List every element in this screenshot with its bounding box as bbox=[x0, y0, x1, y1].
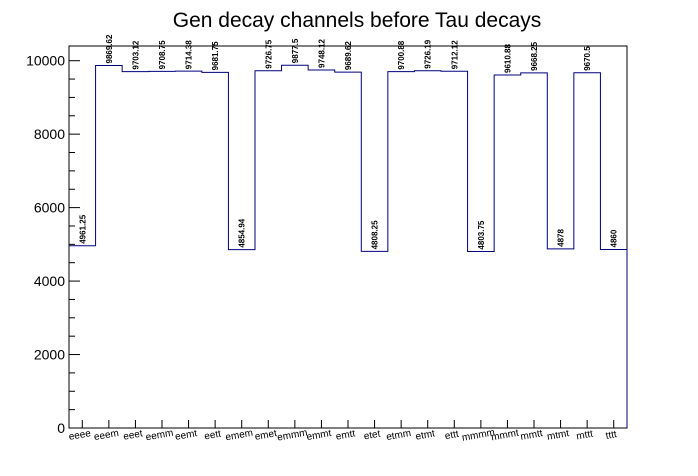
bin-value-label: 9708.75 bbox=[158, 40, 167, 69]
x-category-label: etet bbox=[363, 429, 382, 443]
x-category-label: etmt bbox=[415, 428, 436, 442]
x-category-label: emet bbox=[254, 428, 278, 443]
x-category-label: ettt bbox=[444, 429, 460, 442]
y-tick-label: 10000 bbox=[26, 53, 65, 69]
bin-value-label: 4860 bbox=[610, 229, 619, 247]
x-category-label: emtt bbox=[335, 428, 356, 442]
histogram-bin-eett bbox=[202, 72, 229, 428]
x-category-label: eeet bbox=[122, 428, 143, 442]
x-category-label: mmmt bbox=[490, 428, 519, 444]
x-category-label: eett bbox=[204, 429, 223, 443]
x-category-label: emmm bbox=[276, 427, 308, 443]
bin-value-label: 9748.12 bbox=[317, 38, 326, 67]
histogram-bin-etmt bbox=[414, 71, 441, 428]
bin-value-label: 9703.12 bbox=[131, 40, 140, 69]
chart-title: Gen decay channels before Tau decays bbox=[173, 9, 542, 32]
y-tick-label: 2000 bbox=[34, 347, 65, 363]
bin-value-label: 9869.62 bbox=[105, 34, 114, 63]
x-category-label: mttt bbox=[576, 429, 595, 443]
bin-value-label: 4961.25 bbox=[78, 214, 87, 243]
x-category-label: eemm bbox=[145, 428, 174, 444]
y-axis: 0 2000 4000 6000 8000 10000 bbox=[26, 53, 80, 436]
histogram-bin-mttt bbox=[574, 73, 601, 428]
histogram-bins bbox=[69, 65, 627, 428]
bin-value-label: 4854.94 bbox=[238, 218, 247, 247]
bin-value-label: 9726.19 bbox=[424, 39, 433, 68]
histogram-bin-mmtt bbox=[521, 73, 548, 428]
bin-value-label: 9610.88 bbox=[503, 44, 512, 73]
histogram-bin-eeee bbox=[69, 246, 96, 428]
bin-value-label: 9681.75 bbox=[211, 41, 220, 70]
histogram-bin-tttt bbox=[600, 249, 627, 428]
x-category-label: tttt bbox=[605, 429, 618, 442]
histogram-bin-etet bbox=[361, 251, 388, 428]
x-category-label: mmtt bbox=[520, 428, 544, 443]
bin-value-label: 4808.25 bbox=[371, 220, 380, 249]
histogram-bin-emtt bbox=[335, 72, 362, 428]
histogram-step-line bbox=[69, 64, 628, 428]
x-axis: eeee eeem eeet eemm eemt eett emem emetemmmemmt… bbox=[68, 420, 618, 444]
histogram-bin-eeet bbox=[122, 72, 149, 428]
x-category-label: mtmt bbox=[546, 428, 570, 443]
bin-value-label: 9714.38 bbox=[185, 40, 194, 69]
histogram-bin-emem bbox=[228, 250, 255, 428]
histogram-bin-etmm bbox=[388, 72, 415, 428]
bin-value-label: 9877.5 bbox=[291, 38, 300, 63]
bin-value-label: 9689.62 bbox=[344, 41, 353, 70]
bin-value-label: 9726.75 bbox=[264, 39, 273, 68]
histogram-bin-eemt bbox=[175, 71, 202, 428]
histogram-bin-emmt bbox=[308, 70, 335, 428]
y-tick-label: 8000 bbox=[34, 126, 65, 142]
bin-value-label: 4878 bbox=[557, 228, 566, 246]
bin-value-label: 9670.5 bbox=[583, 46, 592, 71]
x-category-label: emem bbox=[225, 428, 254, 444]
histogram-bin-mmmt bbox=[494, 75, 521, 428]
histogram-bin-eemm bbox=[149, 71, 176, 428]
bin-value-label: 9668.25 bbox=[530, 41, 539, 70]
histogram-bin-emmm bbox=[282, 65, 309, 428]
x-category-label: eeem bbox=[93, 428, 120, 443]
bin-value-label: 9700.88 bbox=[397, 40, 406, 69]
x-category-label: etmm bbox=[385, 428, 412, 443]
histogram-bin-mmmm bbox=[468, 252, 495, 428]
bin-value-label: 4803.75 bbox=[477, 220, 486, 249]
histogram-bin-mtmt bbox=[547, 249, 574, 428]
y-tick-label: 6000 bbox=[34, 200, 65, 216]
x-category-label: emmt bbox=[306, 428, 333, 443]
x-category-label: eeee bbox=[68, 428, 92, 443]
bin-value-label: 9712.12 bbox=[450, 40, 459, 69]
histogram-bin-eeem bbox=[96, 65, 123, 428]
bin-value-labels: 4961.25 9869.62 9703.12 9708.75 9714.38 9681.… bbox=[78, 34, 618, 250]
histogram-bin-ettt bbox=[441, 71, 468, 428]
histogram-bin-emet bbox=[255, 71, 282, 428]
y-tick-label: 4000 bbox=[34, 273, 65, 289]
x-category-label: eemt bbox=[174, 428, 198, 443]
y-tick-label: 0 bbox=[57, 420, 65, 436]
